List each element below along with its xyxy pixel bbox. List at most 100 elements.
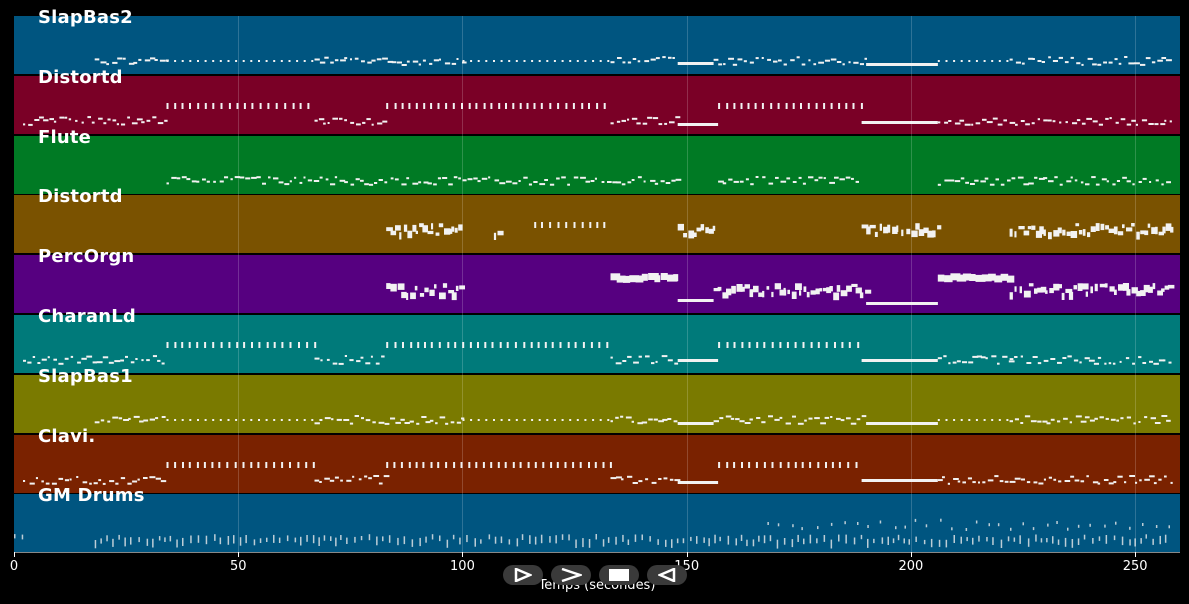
note bbox=[1031, 121, 1035, 124]
note bbox=[595, 534, 597, 540]
note bbox=[491, 342, 494, 348]
note bbox=[121, 123, 126, 126]
note bbox=[806, 292, 810, 298]
note bbox=[731, 286, 736, 294]
note bbox=[519, 461, 522, 468]
note bbox=[146, 119, 151, 122]
note bbox=[790, 59, 795, 62]
note bbox=[171, 176, 177, 179]
note bbox=[1108, 61, 1113, 64]
note bbox=[93, 481, 98, 484]
note bbox=[677, 421, 714, 425]
note bbox=[326, 358, 330, 361]
note bbox=[802, 182, 806, 185]
note bbox=[1057, 420, 1061, 423]
note bbox=[497, 461, 500, 468]
note bbox=[469, 342, 472, 348]
note bbox=[259, 102, 262, 109]
note bbox=[642, 122, 648, 125]
note bbox=[468, 102, 471, 109]
note bbox=[196, 342, 199, 348]
note bbox=[1010, 528, 1012, 532]
note bbox=[645, 355, 650, 358]
note bbox=[1104, 524, 1106, 528]
note bbox=[433, 59, 439, 62]
note bbox=[1152, 283, 1156, 290]
note bbox=[1031, 225, 1036, 231]
note bbox=[98, 117, 103, 120]
rewind-button[interactable] bbox=[647, 565, 687, 585]
note bbox=[1113, 226, 1118, 235]
note bbox=[1097, 356, 1102, 359]
note bbox=[582, 342, 585, 348]
note bbox=[556, 461, 559, 468]
note bbox=[983, 418, 986, 421]
note bbox=[1002, 355, 1008, 358]
note bbox=[1153, 481, 1157, 484]
note bbox=[730, 417, 735, 420]
note bbox=[767, 522, 769, 526]
note bbox=[968, 361, 974, 364]
note bbox=[1098, 123, 1103, 126]
note bbox=[746, 540, 748, 547]
note bbox=[967, 476, 972, 479]
x-tick bbox=[462, 552, 464, 557]
note bbox=[1124, 480, 1127, 483]
note bbox=[622, 61, 626, 64]
note bbox=[1131, 223, 1135, 227]
note bbox=[845, 102, 848, 109]
stop-button[interactable] bbox=[599, 565, 639, 585]
note bbox=[658, 419, 664, 422]
note bbox=[771, 292, 774, 298]
note bbox=[411, 539, 414, 548]
note bbox=[278, 180, 284, 183]
note bbox=[458, 224, 463, 231]
note bbox=[488, 534, 491, 540]
note bbox=[314, 58, 320, 61]
note bbox=[512, 102, 515, 109]
note bbox=[842, 63, 845, 66]
note bbox=[1009, 292, 1013, 300]
note bbox=[763, 342, 766, 348]
note bbox=[188, 461, 191, 468]
note bbox=[226, 461, 229, 468]
note bbox=[718, 102, 721, 109]
note bbox=[1158, 359, 1165, 362]
forward-button[interactable] bbox=[551, 565, 591, 585]
track-2: Distortd bbox=[14, 67, 1180, 134]
note bbox=[133, 61, 138, 64]
note bbox=[1105, 535, 1108, 545]
note bbox=[81, 121, 84, 124]
note bbox=[437, 461, 440, 468]
note bbox=[1043, 359, 1049, 362]
note bbox=[717, 287, 722, 291]
note bbox=[797, 535, 799, 543]
note bbox=[319, 61, 326, 64]
note bbox=[390, 283, 397, 292]
note bbox=[349, 422, 354, 425]
note bbox=[737, 58, 743, 61]
note bbox=[1151, 227, 1158, 235]
note bbox=[544, 178, 548, 181]
note bbox=[549, 102, 552, 109]
note bbox=[1040, 538, 1043, 543]
note bbox=[747, 102, 750, 109]
note bbox=[1048, 232, 1052, 240]
note bbox=[1086, 117, 1092, 120]
note bbox=[303, 60, 306, 62]
note bbox=[1132, 362, 1135, 365]
note bbox=[475, 461, 478, 468]
note bbox=[1050, 358, 1056, 360]
play-outline-button[interactable] bbox=[503, 565, 543, 585]
note bbox=[638, 479, 643, 482]
note bbox=[708, 538, 710, 547]
note bbox=[762, 291, 765, 298]
note bbox=[273, 418, 276, 421]
note bbox=[637, 175, 642, 178]
note bbox=[923, 227, 929, 234]
note bbox=[998, 60, 1001, 62]
note bbox=[557, 222, 560, 229]
note bbox=[632, 481, 638, 484]
note bbox=[417, 342, 420, 348]
note bbox=[810, 342, 813, 348]
